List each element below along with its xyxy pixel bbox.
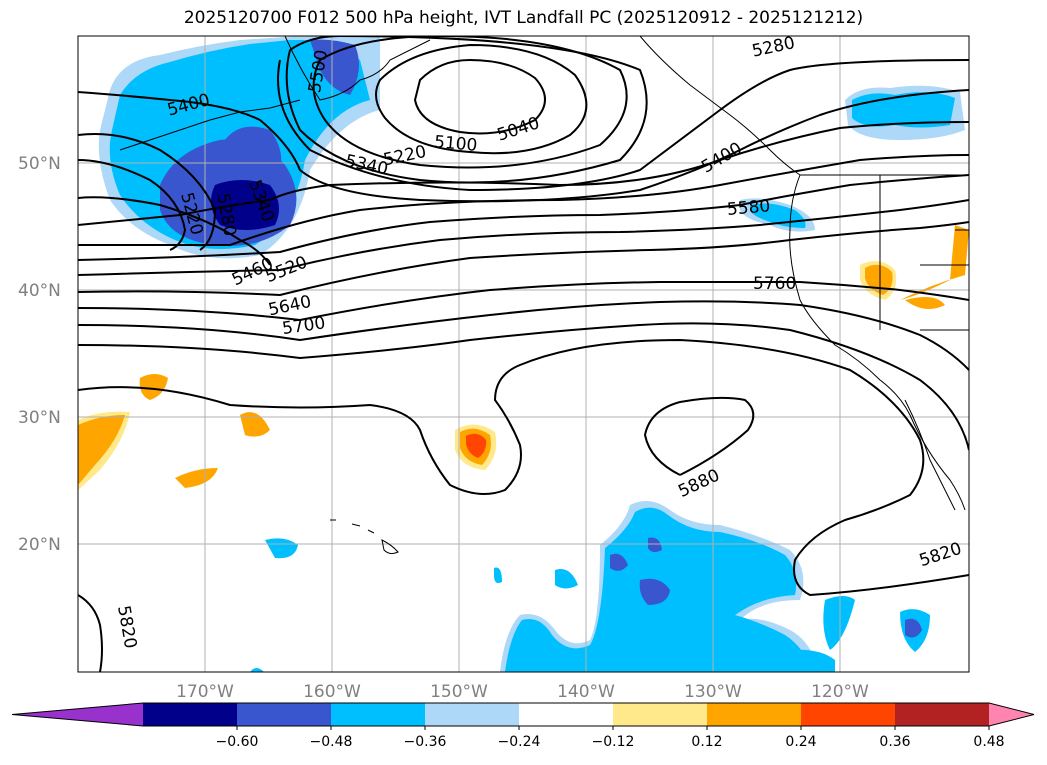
ivt-negative-region-small-top <box>250 668 264 672</box>
ivt-negative-region-small-s3 <box>494 567 502 584</box>
ivt-positive-region-small3 <box>175 468 218 488</box>
height-contours <box>78 36 969 672</box>
lon-label: 170°W <box>176 682 234 702</box>
contour-5700 <box>78 221 969 297</box>
coastlines <box>119 36 969 555</box>
colorbar-tick-label: −0.12 <box>592 734 635 750</box>
contour-5100 <box>375 43 588 155</box>
coastline-baja <box>904 399 956 511</box>
contour-5760b <box>78 300 969 371</box>
contour-label: 5100 <box>433 132 478 156</box>
ivt-negative-region-se <box>823 596 855 650</box>
contour-5340 <box>277 59 969 192</box>
ivt-positive-region-sw <box>900 225 969 309</box>
colorbar-tick-label: −0.60 <box>216 734 259 750</box>
colorbar-tick-label: 0.12 <box>691 734 722 750</box>
state-borders <box>800 174 969 331</box>
colorbar-segment <box>425 703 520 726</box>
colorbar-tick-label: −0.48 <box>310 734 353 750</box>
contour-5340-west <box>78 196 271 266</box>
contour-5460 <box>78 121 969 226</box>
colorbar-extension-high <box>989 703 1034 726</box>
colorbar-tick-label: 0.24 <box>785 734 816 750</box>
lat-label: 40°N <box>18 281 61 301</box>
ivt-negative-region-aleutians <box>310 39 359 95</box>
contour-5820-main <box>78 322 969 451</box>
lat-label: 50°N <box>18 154 61 174</box>
lat-label: 20°N <box>18 535 61 555</box>
ivt-positive-region-small1 <box>139 374 168 400</box>
ivt-strong-negative-south <box>610 537 670 605</box>
colorbar-segment <box>143 703 238 726</box>
ivt-very-strong-negative <box>211 180 279 230</box>
hawaii-islands <box>330 519 399 555</box>
contour-5580 <box>78 174 969 261</box>
coastline-north-america <box>639 36 966 511</box>
colorbar-segment <box>519 703 614 726</box>
coastline-aleutians <box>119 99 301 151</box>
lon-label: 120°W <box>811 682 869 702</box>
lon-label: 140°W <box>557 682 615 702</box>
colorbar-tick-label: 0.48 <box>973 734 1004 750</box>
ivt-negative-region-small-s2 <box>555 569 578 589</box>
gridlines <box>78 36 969 672</box>
colorbar-tick-label: −0.36 <box>404 734 447 750</box>
colorbar-extension-low <box>12 703 143 726</box>
coastline-alaska <box>284 36 431 101</box>
lat-label: 30°N <box>18 408 61 428</box>
lon-label: 130°W <box>684 682 742 702</box>
ivt-positive-region-small2 <box>240 412 270 437</box>
ivt-strong-negative-far-se <box>905 618 922 638</box>
colorbar-segment <box>613 703 708 726</box>
contour-5220-west <box>78 159 187 251</box>
colorbar-segment <box>801 703 896 726</box>
lon-label: 150°W <box>430 682 488 702</box>
colorbar-outline <box>11 702 1035 727</box>
contour-label: 5760 <box>753 274 796 294</box>
colorbar-segment <box>237 703 332 726</box>
contour-5280-west <box>78 133 217 251</box>
colorbar-segment <box>331 703 426 726</box>
colorbar-segment <box>707 703 802 726</box>
contour-5520 <box>78 154 969 247</box>
contour-label: 5580 <box>726 196 771 220</box>
colorbar-segment <box>895 703 990 726</box>
colorbar: −0.60 −0.48 −0.36 −0.24 −0.12 0.12 0.24 0.36 0.4… <box>11 702 1035 750</box>
ivt-strong-positive <box>466 433 487 458</box>
contour-5880 <box>643 396 755 476</box>
colorbar-tick-label: −0.24 <box>498 734 541 750</box>
colorbar-tick-label: 0.36 <box>879 734 910 750</box>
contour-5040 <box>413 58 546 135</box>
contour-5820-sw <box>78 594 103 672</box>
contour-5820-loop <box>78 338 969 597</box>
lon-label: 160°W <box>303 682 361 702</box>
ivt-shading <box>78 36 969 672</box>
ivt-negative-region-small-s <box>265 538 298 559</box>
map-border <box>77 35 970 673</box>
ivt-positive-region-west-core <box>78 415 125 485</box>
longitude-labels: 170°W 160°W 150°W 140°W 130°W 120°W <box>176 682 869 702</box>
contour-5640 <box>78 199 969 276</box>
latitude-labels: 50°N 40°N 30°N 20°N <box>18 154 61 555</box>
contour-5760 <box>78 280 969 322</box>
ivt-negative-region-se2 <box>730 648 835 672</box>
map-title: 2025120700 F012 500 hPa height, IVT Land… <box>183 8 864 28</box>
